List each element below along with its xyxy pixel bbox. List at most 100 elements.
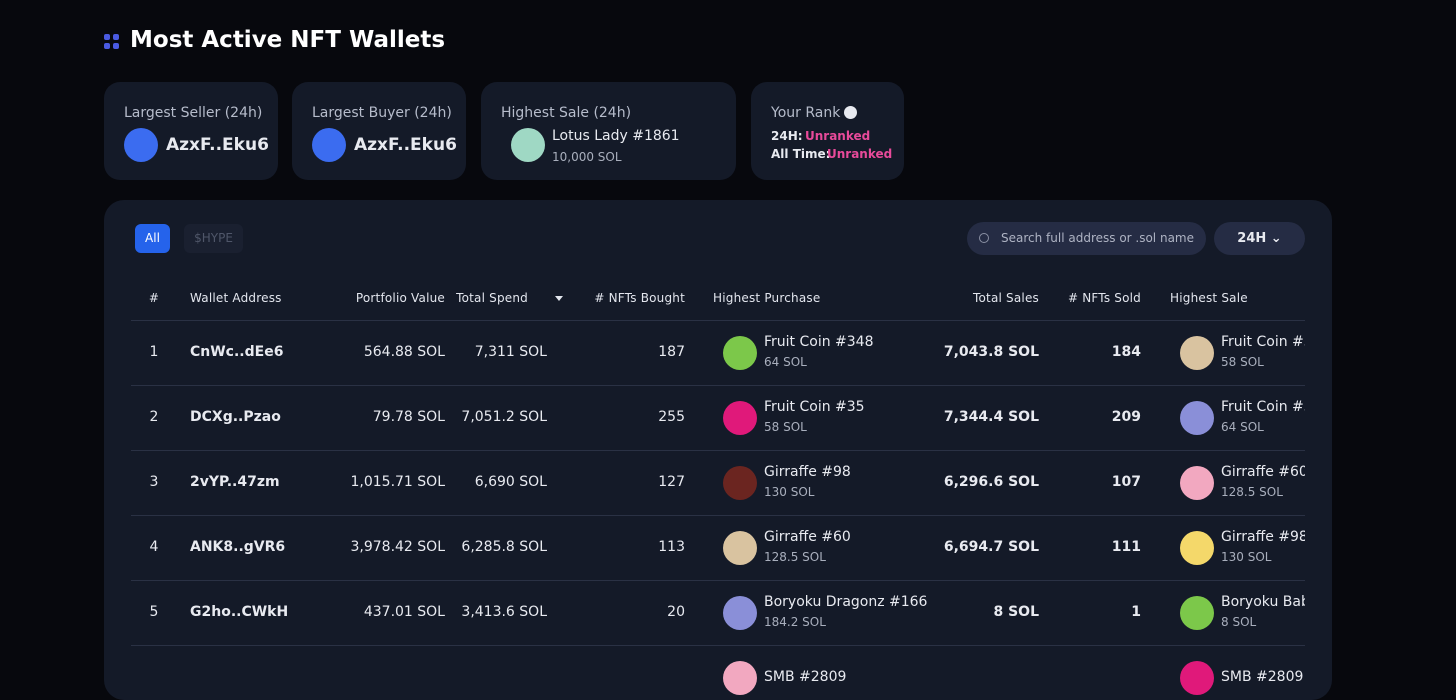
nft-name[interactable]: Boryoku Dragonz #166 [764,594,928,610]
column-header: Total Sales [973,291,1039,305]
cell-sales: 6,296.6 SOL [943,474,1039,490]
nft-price: 128.5 SOL [1221,485,1283,499]
column-header: Highest Purchase [713,291,821,305]
cell-rank: 4 [149,539,159,555]
nft-name[interactable]: Girraffe #60 [764,529,851,545]
card-value[interactable]: AzxF..Eku6 [354,135,457,155]
cell-bought: 255 [658,409,685,425]
nft-avatar [723,336,757,370]
row-divider [131,580,1305,581]
nft-name[interactable]: Fruit Coin #35 [764,399,865,415]
cell-sales: 8 SOL [993,604,1039,620]
cell-spend: 6,690 SOL [474,474,547,490]
nft-avatar [1180,596,1214,630]
nft-name[interactable]: SMB #2809 [1221,669,1304,685]
period-select[interactable]: 24H ⌄ [1214,222,1305,255]
table-panel: All $HYPE Search full address or .sol na… [104,200,1332,700]
card: Largest Seller (24h) AzxF..Eku6 [104,82,278,180]
cell-portfolio: 1,015.71 SOL [350,474,446,490]
wallet-icon [312,128,346,162]
row-divider [131,450,1305,451]
nft-name[interactable]: SMB #2809 [764,669,847,685]
nft-name[interactable]: Fruit Coin #3 [1221,334,1305,350]
nft-price: 184.2 SOL [764,615,826,629]
cell-wallet[interactable]: 2vYP..47zm [190,474,280,490]
row-divider [131,320,1305,321]
column-header: # NFTs Sold [1067,291,1141,305]
cell-rank: 2 [149,409,159,425]
rank-value: Unranked [805,129,871,143]
nft-price: 130 SOL [764,485,815,499]
nft-name[interactable]: Boryoku Baby [1221,594,1305,610]
column-header: Wallet Address [190,291,282,305]
nft-price: 58 SOL [764,420,807,434]
card: Highest Sale (24h) Lotus Lady #1861 10,0… [481,82,736,180]
cell-sales: 7,344.4 SOL [943,409,1039,425]
cell-bought: 127 [658,474,685,490]
cell-wallet[interactable]: G2ho..CWkH [190,604,289,620]
card-label: Your Rank [771,105,841,121]
nft-avatar [723,661,757,695]
card-label: Highest Sale (24h) [501,105,632,121]
cell-sold: 1 [1131,604,1141,620]
cell-sold: 107 [1111,474,1141,490]
cell-sold: 184 [1111,344,1141,360]
nft-avatar [1180,401,1214,435]
info-icon[interactable] [844,106,857,119]
page: Most Active NFT Wallets Largest Seller (… [104,27,1332,700]
nft-price: 10,000 SOL [552,150,622,164]
nft-avatar [723,466,757,500]
rank-key: 24H: [771,129,803,143]
card: Your Rank 24H: Unranked All Time: Unrank… [751,82,904,180]
cell-wallet[interactable]: ANK8..gVR6 [190,539,286,555]
nft-name[interactable]: Girraffe #60 [1221,464,1305,480]
cell-bought: 20 [667,604,685,620]
logo-icon [104,34,119,49]
nft-name[interactable]: Fruit Coin #348 [764,334,874,350]
nft-avatar [1180,531,1214,565]
nft-price: 64 SOL [764,355,807,369]
nft-name[interactable]: Girraffe #98 [1221,529,1305,545]
cell-sold: 111 [1111,539,1141,555]
nft-avatar [723,531,757,565]
page-title: Most Active NFT Wallets [130,27,446,53]
search-box[interactable]: Search full address or .sol name [967,222,1206,255]
card-value[interactable]: AzxF..Eku6 [166,135,269,155]
tab[interactable]: All [135,224,170,253]
rank-value: Unranked [827,147,893,161]
tab[interactable]: $HYPE [184,224,243,253]
nft-price: 64 SOL [1221,420,1264,434]
cell-bought: 187 [658,344,685,360]
nft-name[interactable]: Lotus Lady #1861 [552,128,680,144]
row-divider [131,645,1305,646]
column-header: Portfolio Value [355,291,445,305]
wallet-icon [124,128,158,162]
nft-avatar [1180,466,1214,500]
cell-wallet[interactable]: DCXg..Pzao [190,409,281,425]
cell-portfolio: 79.78 SOL [372,409,445,425]
nft-avatar [723,401,757,435]
cell-spend: 7,051.2 SOL [461,409,547,425]
rank-key: All Time: [771,147,831,161]
cell-sales: 7,043.8 SOL [943,344,1039,360]
column-header: # NFTs Bought [594,291,685,305]
nft-avatar [511,128,545,162]
cell-rank: 3 [149,474,159,490]
cell-rank: 1 [149,344,159,360]
card: Largest Buyer (24h) AzxF..Eku6 [292,82,466,180]
cell-sold: 209 [1111,409,1141,425]
cell-rank: 5 [149,604,159,620]
period-label: 24H [1237,231,1267,246]
cell-bought: 113 [658,539,685,555]
cell-sales: 6,694.7 SOL [943,539,1039,555]
search-placeholder: Search full address or .sol name [1001,231,1194,245]
column-header[interactable]: Total Spend [456,291,528,305]
sort-arrow[interactable] [555,296,563,301]
nft-name[interactable]: Girraffe #98 [764,464,851,480]
nft-avatar [1180,336,1214,370]
cell-wallet[interactable]: CnWc..dEe6 [190,344,284,360]
nft-price: 128.5 SOL [764,550,826,564]
nft-name[interactable]: Fruit Coin #3 [1221,399,1305,415]
cell-portfolio: 564.88 SOL [363,344,445,360]
row-divider [131,385,1305,386]
